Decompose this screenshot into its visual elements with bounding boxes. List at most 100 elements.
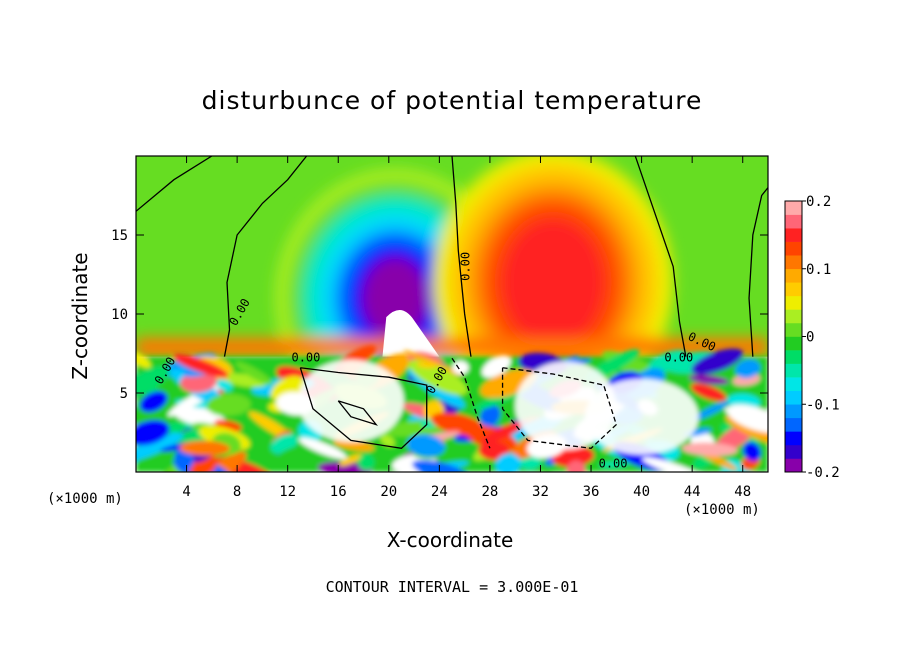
x-tick-label: 28 xyxy=(481,484,498,500)
zero-contour xyxy=(223,156,308,357)
turbulent-cell xyxy=(172,353,229,378)
x-axis: 4 8 12 16 20 24 28 32 36 40 44 48 xyxy=(182,156,751,500)
positive-contour xyxy=(299,367,428,449)
white-patch xyxy=(584,378,699,455)
x-axis-label: X-coordinate xyxy=(386,528,514,552)
colorbar-swatch xyxy=(785,458,802,473)
turbulent-cell xyxy=(732,373,761,386)
chart-title: disturbunce of potential temperature xyxy=(201,86,703,115)
colorbar-swatch xyxy=(785,309,802,324)
turbulent-cell xyxy=(431,412,486,437)
turbulent-cell xyxy=(358,453,375,471)
turbulent-cell xyxy=(235,361,273,385)
y-tick-label: 5 xyxy=(120,386,128,402)
y-tick-label: 10 xyxy=(111,307,128,323)
turbulent-cell xyxy=(480,404,501,427)
turbulent-cell xyxy=(136,350,151,368)
zero-contour xyxy=(451,156,472,357)
turbulent-cell xyxy=(139,391,168,413)
turbulent-cell xyxy=(333,439,375,452)
turbulent-cell xyxy=(407,434,446,457)
contour-label: 0.00 xyxy=(459,252,473,281)
turbulent-cell xyxy=(566,460,586,472)
colorbar-swatch xyxy=(785,404,802,419)
colorbar-swatch xyxy=(785,363,802,378)
saturated-patch xyxy=(382,309,440,357)
x-tick-label: 20 xyxy=(380,484,397,500)
colorbar-tick-label: -0.1 xyxy=(806,397,840,413)
turbulent-cell xyxy=(519,454,542,470)
turbulent-cell xyxy=(136,433,184,462)
colorbar-tick-label: 0.2 xyxy=(806,194,831,210)
contour-label: 0.00 xyxy=(291,350,320,364)
zero-contour xyxy=(748,187,768,357)
contour-label: 0.00 xyxy=(664,350,693,364)
turbulent-cell xyxy=(136,365,170,397)
x-tick-label: 44 xyxy=(684,484,701,500)
colorbar-tick-label: -0.2 xyxy=(806,465,840,481)
colorbar-swatch xyxy=(785,241,802,256)
y-axis-label: Z-coordinate xyxy=(68,252,92,380)
colorbar-swatch xyxy=(785,431,802,446)
turbulent-cell xyxy=(408,359,468,395)
turbulent-cell xyxy=(599,461,630,468)
x-tick-label: 16 xyxy=(330,484,347,500)
turbulent-cell xyxy=(481,422,524,444)
turbulent-cell xyxy=(480,369,538,398)
colorbar-tick-label: 0 xyxy=(806,330,814,346)
x-unit-label-left: (×1000 m) xyxy=(47,491,123,507)
colorbar-swatch xyxy=(785,350,802,364)
y-axis: 5 10 15 xyxy=(111,228,768,402)
turbulent-cell xyxy=(481,355,511,378)
turbulent-cell xyxy=(690,383,727,402)
turbulent-cell xyxy=(339,453,363,466)
colorbar-swatch xyxy=(785,295,802,310)
turbulent-cell xyxy=(416,361,437,369)
turbulent-cell xyxy=(174,448,194,471)
positive-contour xyxy=(337,400,378,426)
turbulent-cell xyxy=(298,437,347,459)
turbulent-cell xyxy=(691,348,744,375)
x-tick-label: 12 xyxy=(279,484,296,500)
colorbar-swatch xyxy=(785,444,802,459)
contour-label: 0.00 xyxy=(599,456,628,470)
turbulent-cell xyxy=(216,379,233,392)
contour-interval-note: CONTOUR INTERVAL = 3.000E-01 xyxy=(325,578,579,596)
turbulent-cell xyxy=(735,359,761,379)
colorbar: 0.2 0.1 0 -0.1 -0.2 xyxy=(784,194,840,481)
turbulent-cell xyxy=(727,404,768,433)
zero-contour xyxy=(634,156,687,357)
turbulent-cell xyxy=(551,446,594,467)
colorbar-swatch xyxy=(785,377,802,391)
zero-contour xyxy=(136,156,213,212)
turbulent-cell xyxy=(380,434,395,447)
x-tick-label: 24 xyxy=(431,484,448,500)
warm-band xyxy=(502,219,604,346)
x-tick-label: 8 xyxy=(233,484,241,500)
y-tick-label: 15 xyxy=(111,228,128,244)
turbulent-cell xyxy=(206,393,251,416)
turbulent-cell xyxy=(270,443,318,467)
colorbar-swatch xyxy=(785,390,802,405)
white-patch xyxy=(297,359,404,442)
lower-turbulent-field xyxy=(136,345,768,472)
colorbar-tick-label: 0.1 xyxy=(806,262,831,278)
turbulent-cell xyxy=(452,360,469,375)
colorbar-swatch xyxy=(785,201,802,215)
x-tick-label: 36 xyxy=(583,484,600,500)
plot-area xyxy=(136,156,768,472)
colorbar-swatch xyxy=(785,322,802,337)
turbulent-cell xyxy=(495,453,521,472)
turbulent-cell xyxy=(681,442,738,456)
negative-contour xyxy=(501,367,618,449)
turbulent-cell xyxy=(743,441,761,462)
colorbar-swatch xyxy=(785,417,802,432)
colorbar-swatch xyxy=(785,268,802,283)
x-tick-label: 40 xyxy=(633,484,650,500)
x-tick-label: 4 xyxy=(182,484,190,500)
colorbar-swatch xyxy=(785,214,802,229)
turbulent-cell xyxy=(692,401,730,421)
turbulent-cell xyxy=(412,459,470,472)
turbulent-cell xyxy=(647,350,687,374)
